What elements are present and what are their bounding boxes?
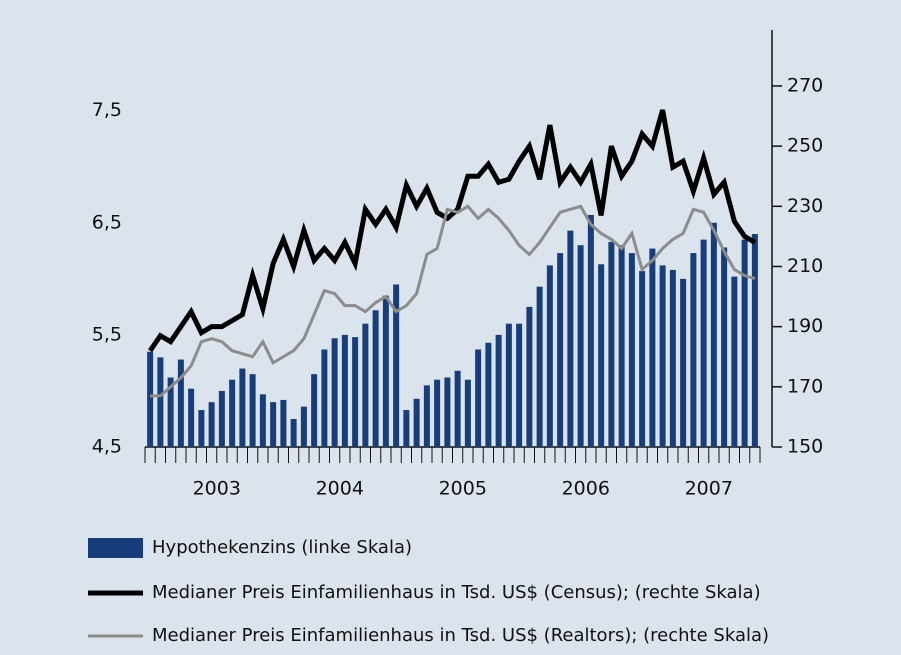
bar [372,310,379,447]
bar [331,338,338,447]
bar [567,230,574,447]
line [150,204,756,398]
y2-tick-label: 150 [787,436,823,458]
bar [270,402,277,447]
bar [423,385,430,447]
bar [413,398,420,447]
y2-tick-label: 270 [787,74,823,96]
x-tick-label: 2005 [439,478,487,500]
bar [669,269,676,447]
bar [608,241,615,447]
bar [475,349,482,447]
bar [495,334,502,447]
bar [157,357,164,447]
bar [731,276,738,447]
bar [239,368,246,447]
bar [587,214,594,447]
y2-tick-label: 170 [787,375,823,397]
legend-swatch [88,538,143,558]
bar [259,394,266,447]
bar [218,390,225,447]
bar [741,239,748,447]
bar [516,323,523,447]
y2-tick-label: 190 [787,315,823,337]
bar [700,239,707,447]
bar [198,410,205,447]
legend-label: Medianer Preis Einfamilienhaus in Tsd. U… [152,625,769,646]
line [148,109,757,353]
x-tick-label: 2007 [685,478,733,500]
y-tick-label: 7,5 [92,99,122,121]
bar [659,265,666,447]
bar [649,248,656,447]
legend-label: Hypothekenzins (linke Skala) [152,537,412,558]
bar [188,388,195,447]
bar [485,342,492,447]
bar [434,379,441,447]
bar [598,264,605,447]
bar [229,379,236,447]
bar [710,222,717,447]
bar [680,278,687,447]
x-tick-label: 2004 [316,478,364,500]
x-tick-label: 2006 [562,478,610,500]
bar [290,418,297,447]
legend-label: Medianer Preis Einfamilienhaus in Tsd. U… [152,582,761,603]
bar [362,323,369,447]
bar [618,245,625,447]
bar [721,247,728,447]
bar [577,245,584,447]
bar [300,406,307,447]
bar [341,334,348,447]
bar [147,351,154,447]
bar [311,374,318,447]
bar [444,377,451,447]
y2-tick-label: 210 [787,255,823,277]
bar [321,349,328,447]
bar [546,265,553,447]
bar [352,337,359,447]
bar [639,271,646,447]
bar [536,286,543,447]
bar [690,253,697,447]
bar [382,295,389,447]
bar [751,234,758,447]
y2-tick-label: 230 [787,195,823,217]
bar [393,284,400,447]
y-tick-label: 4,5 [92,436,122,458]
bar [208,402,215,447]
y-tick-label: 6,5 [92,211,122,233]
bar [249,374,256,447]
bar [177,359,184,447]
y2-tick-label: 250 [787,135,823,157]
y-tick-label: 5,5 [92,323,122,345]
bar [280,399,287,447]
bar [526,306,533,447]
bar [628,253,635,447]
bar [464,379,471,447]
bar [454,370,461,447]
bar [403,410,410,447]
bar [167,377,174,447]
bar [505,323,512,447]
bar [557,253,564,447]
x-tick-label: 2003 [193,478,241,500]
